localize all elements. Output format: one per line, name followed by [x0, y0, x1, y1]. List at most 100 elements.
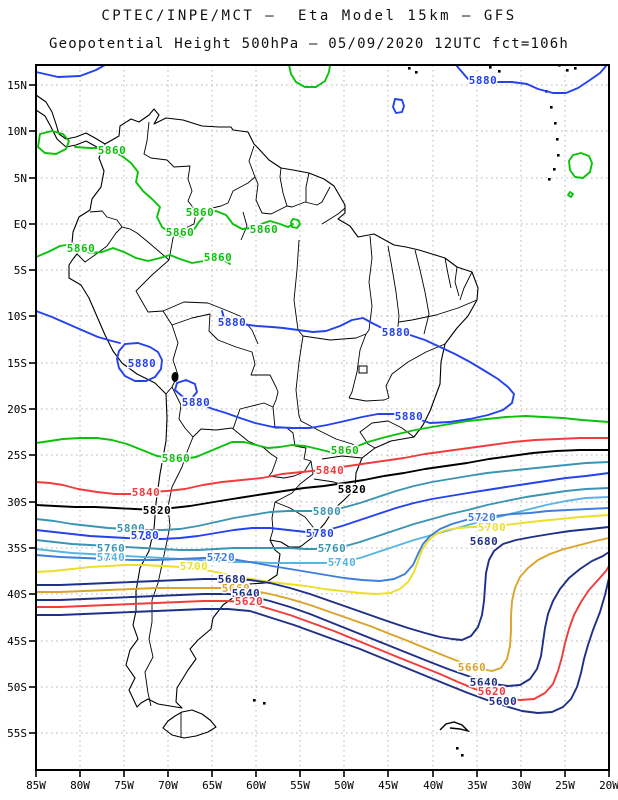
- country-border: [231, 427, 312, 479]
- country-border: [192, 427, 233, 438]
- contour-line-5860: [35, 415, 610, 460]
- contour-label-5780: 5780: [306, 527, 335, 540]
- country-border: [168, 212, 197, 261]
- contour-label-5880: 5880: [395, 410, 424, 423]
- country-border: [76, 226, 123, 263]
- y-tick-label: 5S: [14, 264, 27, 277]
- contour-line-5860: [74, 146, 294, 238]
- y-tick-label: 30S: [7, 496, 27, 509]
- x-tick-label: 20W: [599, 779, 618, 792]
- x-tick-label: 60W: [246, 779, 266, 792]
- contour-line-5700: [35, 514, 610, 595]
- contour-line-5820: [35, 449, 610, 511]
- x-tick-label: 75W: [114, 779, 134, 792]
- contour-line-5860: [37, 130, 70, 155]
- contour-label-5820: 5820: [338, 483, 367, 496]
- island-speck: [415, 71, 418, 74]
- y-tick-label: 35S: [7, 542, 27, 555]
- coastline-central-america-pacific: [35, 109, 103, 151]
- country-border: [232, 402, 274, 430]
- contour-label-5740: 5740: [328, 556, 357, 569]
- contour-label-5680: 5680: [218, 573, 247, 586]
- country-border: [135, 259, 173, 326]
- contour-label-5860: 5860: [204, 251, 233, 264]
- contour-line-5860: [35, 243, 231, 265]
- contour-line-5760: [35, 487, 610, 551]
- y-tick-label: 15S: [7, 357, 27, 370]
- contour-label-5600: 5600: [489, 695, 518, 708]
- contour-label-5880: 5880: [382, 326, 411, 339]
- country-border: [305, 172, 310, 202]
- y-tick-label: 10S: [7, 310, 27, 323]
- contour-line-5840: [35, 437, 610, 495]
- island-speck: [548, 178, 551, 181]
- contour-label-5620: 5620: [478, 685, 507, 698]
- contour-label-5880: 5880: [128, 357, 157, 370]
- contour-label-5700: 5700: [180, 560, 209, 573]
- island-speck: [408, 67, 411, 70]
- coastline-tierra-del-fuego: [162, 709, 217, 739]
- contour-line-5680: [35, 526, 610, 641]
- contour-label-5640: 5640: [232, 587, 261, 600]
- island-speck: [498, 70, 501, 73]
- y-tick-label: EQ: [14, 218, 27, 231]
- contour-line-5640: [35, 551, 610, 687]
- contour-label-5880: 5880: [469, 74, 498, 87]
- island-speck: [489, 66, 492, 69]
- y-tick-label: 55S: [7, 727, 27, 740]
- contour-line-5860: [288, 64, 331, 88]
- island-speck: [574, 67, 577, 70]
- contour-line-5780: [35, 472, 610, 540]
- island-speck: [263, 702, 266, 705]
- contour-line-5880: [35, 310, 121, 344]
- contour-label-5720: 5720: [468, 511, 497, 524]
- x-tick-label: 70W: [158, 779, 178, 792]
- x-tick-label: 65W: [202, 779, 222, 792]
- country-border: [365, 235, 373, 335]
- country-border: [272, 406, 312, 462]
- contour-label-5640: 5640: [470, 676, 499, 689]
- x-tick-label: 30W: [511, 779, 531, 792]
- y-tick-label: 25S: [7, 449, 27, 462]
- contour-label-5820: 5820: [143, 504, 172, 517]
- contour-label-5660: 5660: [222, 582, 251, 595]
- map-title: CPTEC/INPE/MCT – Eta Model 15km – GFS: [101, 8, 517, 24]
- country-border: [293, 239, 304, 337]
- island-speck: [553, 168, 556, 171]
- contour-label-5660: 5660: [458, 661, 487, 674]
- country-border: [304, 186, 331, 206]
- contour-line-5660: [35, 537, 610, 672]
- country-border: [454, 266, 460, 297]
- contour-line-5860: [567, 191, 574, 198]
- island-speck: [461, 754, 464, 757]
- island-speck: [557, 154, 560, 157]
- contour-label-5840: 5840: [132, 486, 161, 499]
- distrito-federal: [358, 365, 368, 374]
- country-border: [165, 324, 179, 395]
- country-border: [162, 301, 241, 317]
- contour-line-5860: [290, 218, 301, 229]
- contour-label-5880: 5880: [218, 316, 247, 329]
- country-border: [302, 333, 367, 341]
- country-border: [359, 420, 415, 449]
- contour-label-5860: 5860: [162, 452, 191, 465]
- y-tick-label: 50S: [7, 681, 27, 694]
- contour-line-5880: [455, 64, 607, 94]
- island-speck: [566, 69, 569, 72]
- country-border: [171, 386, 194, 438]
- x-tick-label: 85W: [26, 779, 46, 792]
- contour-line-5600: [35, 577, 610, 714]
- country-border: [444, 257, 452, 289]
- y-tick-label: 15N: [7, 79, 27, 92]
- x-tick-label: 25W: [555, 779, 575, 792]
- country-border: [143, 121, 197, 214]
- country-border: [89, 210, 123, 228]
- contour-label-5860: 5860: [166, 226, 195, 239]
- country-border: [269, 501, 276, 541]
- country-border: [248, 145, 256, 178]
- country-border: [385, 343, 446, 399]
- contour-label-5760: 5760: [97, 542, 126, 555]
- country-border: [270, 201, 306, 215]
